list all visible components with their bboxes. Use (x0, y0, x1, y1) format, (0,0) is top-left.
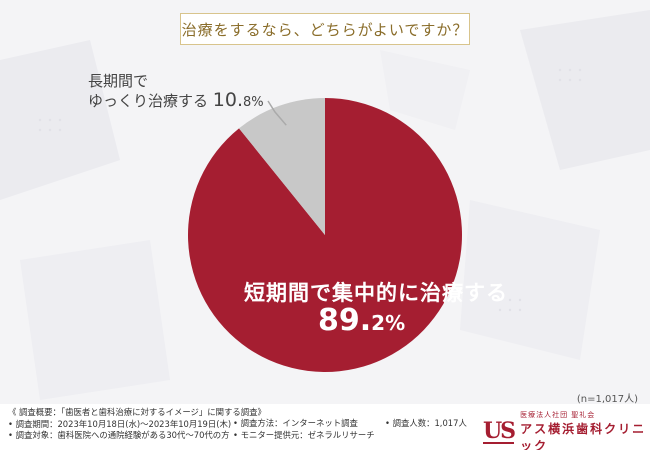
label-short-term: 短期間で集中的に治療する (244, 281, 508, 305)
logo-name: アス横浜歯科クリニック (520, 422, 647, 450)
survey-footer: 《 調査概要：「歯医者と歯科治療に対するイメージ」に関する調査》 • 調査期間：… (0, 404, 650, 450)
leader-line-long-term (267, 100, 287, 126)
chart-title: 治療をするなら、どちらがよいですか？ (180, 13, 470, 45)
footer-col-2: • 調査方法：インターネット調査 • モニター提供元：ゼネラルリサーチ (233, 418, 375, 441)
label-long-pct-dec: 8% (243, 95, 264, 110)
label-long-percent: 10.8% (213, 89, 264, 111)
label-long-line1: 長期間で (88, 72, 149, 90)
label-long-pct-int: 10. (212, 89, 244, 111)
clinic-logo: US 医療法人社団 聖礼会 アス横浜歯科クリニック (483, 410, 650, 450)
sample-size: (n=1,017人) (576, 394, 638, 405)
label-short-pct-int: 89. (318, 303, 372, 338)
label-long-line2: ゆっくり治療する (88, 92, 209, 110)
label-short-percent: 89.2% (318, 303, 405, 338)
logo-mark: US (483, 418, 516, 444)
footer-method: • 調査方法：インターネット調査 (233, 418, 358, 428)
footer-col-1: 《 調査概要：「歯医者と歯科治療に対するイメージ」に関する調査》 • 調査期間：… (8, 407, 266, 442)
pie-slice-long-term (239, 98, 325, 235)
pie-slice-short-term (188, 98, 463, 372)
footer-target: • 調査対象：歯科医院への通院経験がある30代〜70代の方 (8, 430, 230, 440)
logo-subtitle: 医療法人社団 聖礼会 (520, 411, 596, 419)
label-short-pct-dec: 2% (371, 311, 406, 335)
footer-count: • 調査人数：1,017人 (385, 418, 467, 428)
label-long-term: 長期間で ゆっくり治療する 10.8% (88, 72, 264, 112)
footer-overview: 《 調査概要：「歯医者と歯科治療に対するイメージ」に関する調査》 (8, 407, 266, 417)
footer-col-3: • 調査人数：1,017人 (385, 418, 467, 430)
footer-provider: • モニター提供元：ゼネラルリサーチ (233, 429, 375, 440)
footer-period: • 調査期間：2023年10月18日(水)〜2023年10月19日(木) (8, 418, 232, 429)
